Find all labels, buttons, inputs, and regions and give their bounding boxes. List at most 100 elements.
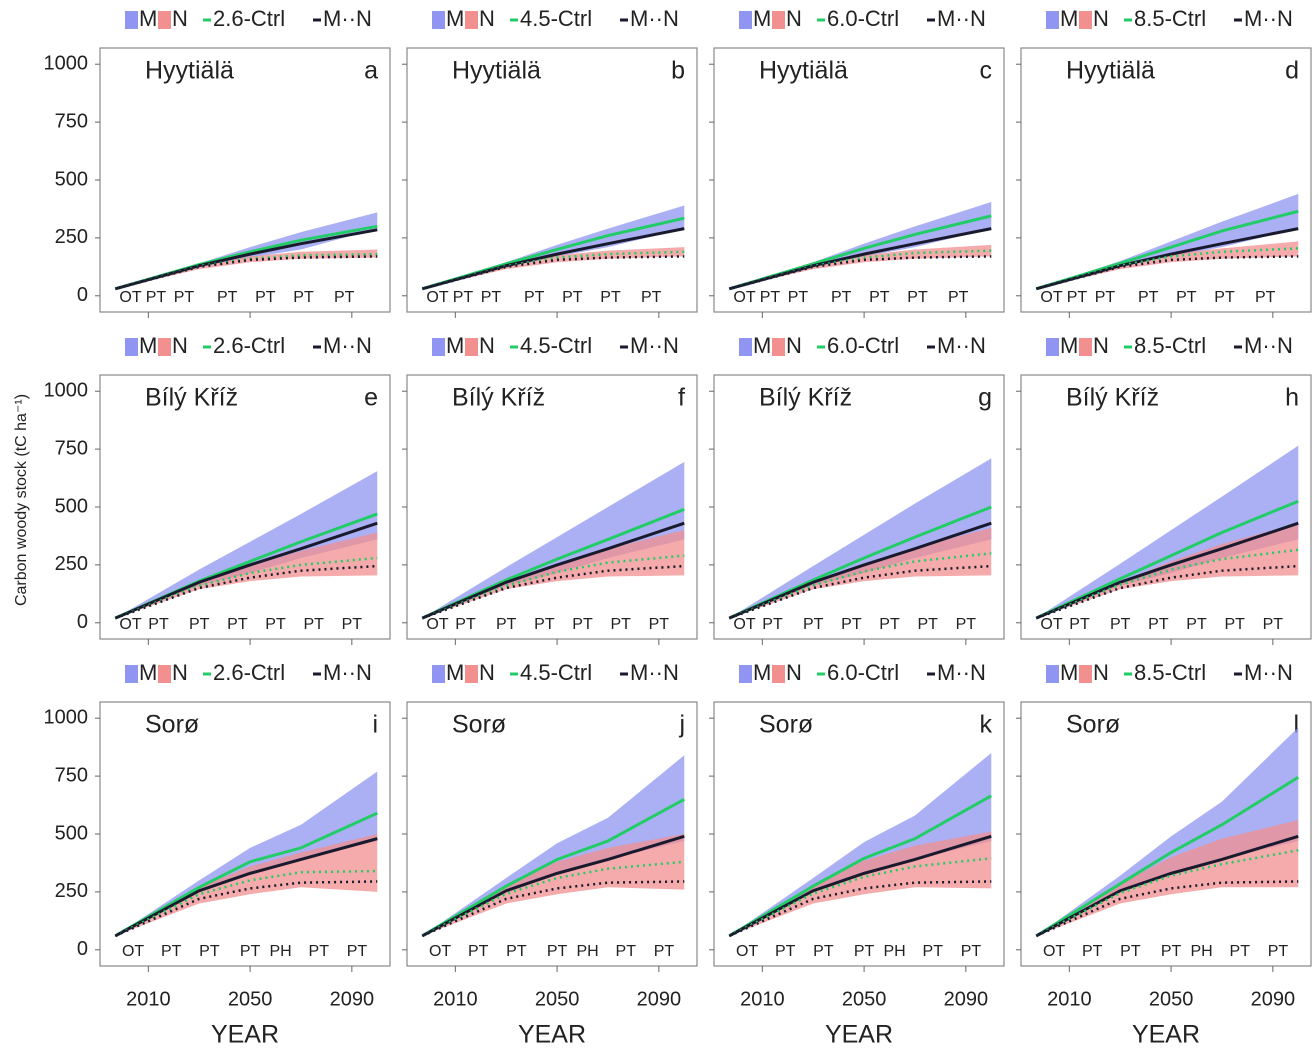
legend-label: M··N — [323, 333, 372, 358]
event-label: PT — [189, 616, 210, 633]
event-label: OT — [733, 289, 755, 306]
legend-label: M — [753, 6, 771, 31]
event-label: OT — [736, 943, 758, 960]
x-axis-label: YEAR — [518, 1021, 586, 1049]
line — [421, 521, 685, 620]
dotted-line — [1035, 880, 1299, 938]
legend-label: M — [139, 6, 157, 31]
event-label: PT — [534, 616, 555, 633]
event-label: PT — [547, 943, 568, 960]
legend-swatch — [1046, 338, 1059, 356]
legend-label: N — [1093, 333, 1109, 358]
x-axis-label: YEAR — [211, 1021, 279, 1049]
y-tick-label: 750 — [55, 437, 88, 459]
panel-letter: d — [1285, 57, 1299, 85]
legend-label: M··N — [937, 6, 986, 31]
x-tick-label: 2090 — [944, 988, 989, 1010]
event-label: PT — [217, 289, 238, 306]
band — [1036, 820, 1299, 936]
dotted-line — [728, 552, 992, 620]
event-label: PT — [775, 943, 796, 960]
event-label: PT — [1255, 289, 1276, 306]
panel-letter: a — [364, 57, 378, 85]
event-label: PT — [923, 943, 944, 960]
event-label: OT — [1040, 616, 1062, 633]
band — [729, 244, 992, 289]
event-label: PT — [1161, 943, 1182, 960]
event-label: PT — [841, 616, 862, 633]
event-label: PT — [255, 289, 276, 306]
legend-label: M··N — [1244, 660, 1293, 685]
event-label: PT — [265, 616, 286, 633]
y-tick-label: 0 — [77, 938, 88, 960]
legend-label: M··N — [937, 333, 986, 358]
legend-swatch — [432, 11, 445, 29]
event-label: PT — [879, 616, 900, 633]
panel-title: Sorø — [759, 711, 813, 739]
panel-title: Bílý Kříž — [1066, 384, 1159, 412]
legend-label: 2.6-Ctrl — [213, 333, 285, 358]
plot-frame — [99, 47, 391, 313]
legend-label: M··N — [323, 6, 372, 31]
legend-label: M — [753, 660, 771, 685]
panel-title: Bílý Kříž — [145, 384, 238, 412]
y-tick-label: 750 — [55, 764, 88, 786]
event-label: PT — [342, 616, 363, 633]
x-axis-label: YEAR — [1132, 1021, 1200, 1049]
dotted-line — [1035, 564, 1299, 620]
x-tick-label: 2090 — [637, 988, 682, 1010]
event-label: PT — [1224, 616, 1245, 633]
x-tick-label: 2010 — [740, 988, 785, 1010]
x-tick-label: 2090 — [330, 988, 375, 1010]
event-label: PT — [948, 289, 969, 306]
legend-label: 8.5-Ctrl — [1134, 333, 1206, 358]
legend-label: M — [1060, 333, 1078, 358]
event-label: PT — [1138, 289, 1159, 306]
legend-swatch — [465, 338, 478, 356]
line — [421, 227, 685, 291]
panel-letter: i — [372, 711, 378, 739]
event-label: PT — [1186, 616, 1207, 633]
y-tick-label: 250 — [55, 226, 88, 248]
plot-frame — [713, 47, 1005, 313]
x-tick-label: 2050 — [535, 988, 580, 1010]
legend-label: 6.0-Ctrl — [827, 333, 899, 358]
band — [422, 834, 685, 936]
event-label: PT — [1263, 616, 1284, 633]
band — [115, 771, 378, 936]
event-label: PT — [453, 289, 474, 306]
event-label: PT — [1148, 616, 1169, 633]
legend-swatch — [125, 338, 138, 356]
event-label: PT — [562, 289, 583, 306]
line — [728, 834, 992, 938]
line — [1035, 499, 1299, 620]
legend-swatch — [772, 11, 785, 29]
event-label: PT — [1120, 943, 1141, 960]
line — [114, 837, 378, 938]
band — [422, 461, 685, 619]
legend-label: N — [1093, 6, 1109, 31]
legend-label: M··N — [937, 660, 986, 685]
event-label: PT — [1230, 943, 1251, 960]
panel-title: Sorø — [1066, 711, 1120, 739]
legend-label: M — [753, 333, 771, 358]
legend-label: M··N — [630, 333, 679, 358]
event-label: PH — [1190, 943, 1212, 960]
legend-swatch — [158, 665, 171, 683]
legend-label: M··N — [630, 660, 679, 685]
legend-swatch — [158, 11, 171, 29]
event-label: PH — [269, 943, 291, 960]
line — [1035, 227, 1299, 291]
panel-title: Bílý Kříž — [759, 384, 852, 412]
event-label: PT — [506, 943, 527, 960]
y-tick-label: 250 — [55, 553, 88, 575]
dotted-line — [421, 564, 685, 620]
legend-swatch — [432, 338, 445, 356]
event-label: PT — [1082, 943, 1103, 960]
panel-letter: k — [980, 711, 993, 739]
band — [422, 755, 685, 936]
legend-swatch — [739, 665, 752, 683]
line — [421, 834, 685, 938]
legend-swatch — [1046, 665, 1059, 683]
